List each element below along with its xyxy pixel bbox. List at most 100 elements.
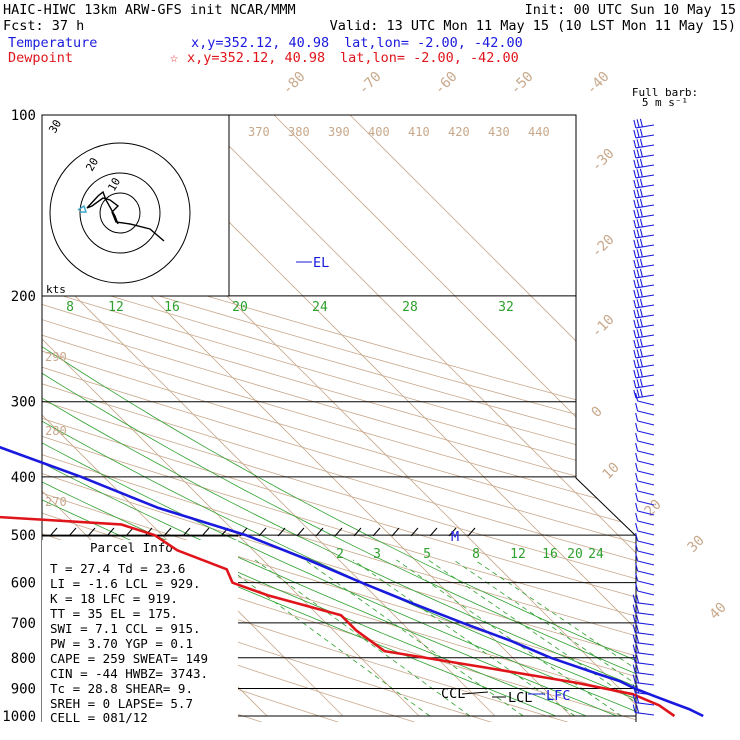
isotherm-line xyxy=(42,115,496,717)
dry-adiabat-line xyxy=(42,115,636,722)
m-label: M xyxy=(451,529,459,545)
mixing-ratio-label: 5 xyxy=(423,547,431,562)
wind-barb-feather xyxy=(635,552,639,562)
wind-barb xyxy=(637,470,655,476)
tick-mark xyxy=(277,527,286,537)
dry-adiabat-line xyxy=(42,115,636,722)
dry-adiabat-line xyxy=(42,115,636,722)
temperature-legend: Temperature xyxy=(8,35,97,51)
isotherm-line xyxy=(349,115,636,717)
wind-barb xyxy=(637,590,655,596)
wind-barb-feather xyxy=(636,259,640,268)
wind-barb-feather xyxy=(633,169,637,179)
barb-key-units: 5 m s⁻¹ xyxy=(642,96,688,109)
wind-barb-feather xyxy=(636,189,640,198)
tick-mark xyxy=(353,527,362,537)
wind-barb-feather xyxy=(633,359,637,369)
wind-barb-feather xyxy=(633,369,637,379)
wind-barb-feather xyxy=(633,179,637,189)
wind-barb-feather xyxy=(639,228,643,238)
tick-mark xyxy=(391,527,400,537)
wind-barb-feather xyxy=(639,358,643,368)
wind-barb-feather xyxy=(633,349,637,359)
dry-adiabat-line xyxy=(42,115,636,722)
wind-barb-feather xyxy=(633,209,637,219)
parcel-row: CAPE = 259 SWEAT= 149 xyxy=(50,651,208,666)
wind-barb-feather xyxy=(639,298,643,308)
pressure-label: 100 xyxy=(11,108,36,124)
dewpoint-star-icon: ☆ xyxy=(170,50,178,66)
wind-barb-feather xyxy=(636,159,640,168)
temperature-latlon: lat,lon= -2.00, -42.00 xyxy=(344,35,523,51)
tick-mark xyxy=(334,527,343,537)
wind-barb xyxy=(637,520,655,526)
wind-barb-feather xyxy=(639,198,643,208)
wind-barb-feather xyxy=(635,532,639,542)
wind-barb-feather xyxy=(633,189,637,199)
wind-barb-feather xyxy=(639,368,643,378)
mixing-ratio-label: 8 xyxy=(472,547,480,562)
mixing-ratio-line xyxy=(474,559,636,717)
wind-barb-feather xyxy=(636,249,640,258)
wind-barb-feather xyxy=(632,644,636,653)
wind-barb-feather xyxy=(636,229,640,238)
wind-barb-feather xyxy=(636,329,640,338)
moist-adiabat-line xyxy=(42,268,587,717)
wind-barb-feather xyxy=(639,318,643,328)
wind-barb-feather xyxy=(635,472,639,482)
dry-adiabat-line xyxy=(42,115,636,722)
wind-barb-feather xyxy=(636,359,640,368)
wind-barb-feather xyxy=(633,289,637,299)
parcel-row: LI = -1.6 LCL = 929. xyxy=(50,576,201,591)
pressure-label: 1000 xyxy=(2,709,36,725)
tick-mark xyxy=(315,527,324,537)
mixing-ratio-line xyxy=(352,559,576,717)
mixing-ratio-label: 3 xyxy=(373,547,381,562)
wind-barb-feather xyxy=(633,389,637,399)
wind-barb xyxy=(637,500,655,506)
wind-barb-feather xyxy=(636,219,640,228)
wind-barb-feather xyxy=(635,392,639,402)
wind-barb-feather xyxy=(639,258,643,268)
ccl-label: CCL xyxy=(441,686,465,702)
wind-barb xyxy=(637,550,655,556)
hodo-ring-30: 30 xyxy=(46,118,64,136)
wind-barb-feather xyxy=(636,319,640,328)
isotherm-label: -50 xyxy=(508,69,537,98)
isotherm-label: -80 xyxy=(280,69,309,98)
dry-adiabat-line xyxy=(42,115,636,722)
hodo-ring-20: 20 xyxy=(83,156,101,174)
wind-barb-feather xyxy=(636,654,640,664)
tick-mark xyxy=(49,527,58,537)
wind-barb-feather xyxy=(633,219,637,229)
dry-adiabat-line xyxy=(42,115,636,722)
wind-barb-feather xyxy=(635,452,639,462)
wind-barb-feather xyxy=(639,118,643,128)
mixing-ratio-label: 20 xyxy=(567,547,583,562)
wind-barb-feather xyxy=(632,704,636,713)
pressure-label: 600 xyxy=(11,576,36,592)
wind-barb-feather xyxy=(639,168,643,178)
mixing-ratio-label: 24 xyxy=(312,300,328,315)
wind-barb-feather xyxy=(633,329,637,339)
theta-label: 420 xyxy=(448,125,470,139)
wind-barb-feather xyxy=(635,462,639,472)
wind-barb-feather xyxy=(639,208,643,218)
parcel-row: CIN = -44 HWBZ= 3743. xyxy=(50,666,208,681)
wind-barb-feather xyxy=(636,664,640,674)
mixing-ratio-label: 28 xyxy=(402,300,418,315)
wind-barb-feather xyxy=(633,279,637,289)
wind-barb-feather xyxy=(636,209,640,218)
hodograph: 10 20 30 kts xyxy=(41,114,230,297)
wind-barb-feather xyxy=(639,348,643,358)
parcel-row: TT = 35 EL = 175. xyxy=(50,606,178,621)
wind-barb-feather xyxy=(632,614,636,623)
isotherm-label: -60 xyxy=(432,69,461,98)
level-markers: EL M CCL LCL LFC xyxy=(296,255,570,706)
tick-mark xyxy=(68,527,77,537)
wind-barb-feather xyxy=(639,268,643,278)
theta-label: 440 xyxy=(528,125,550,139)
wind-barb-feather xyxy=(633,309,637,319)
wind-barb xyxy=(637,460,655,466)
